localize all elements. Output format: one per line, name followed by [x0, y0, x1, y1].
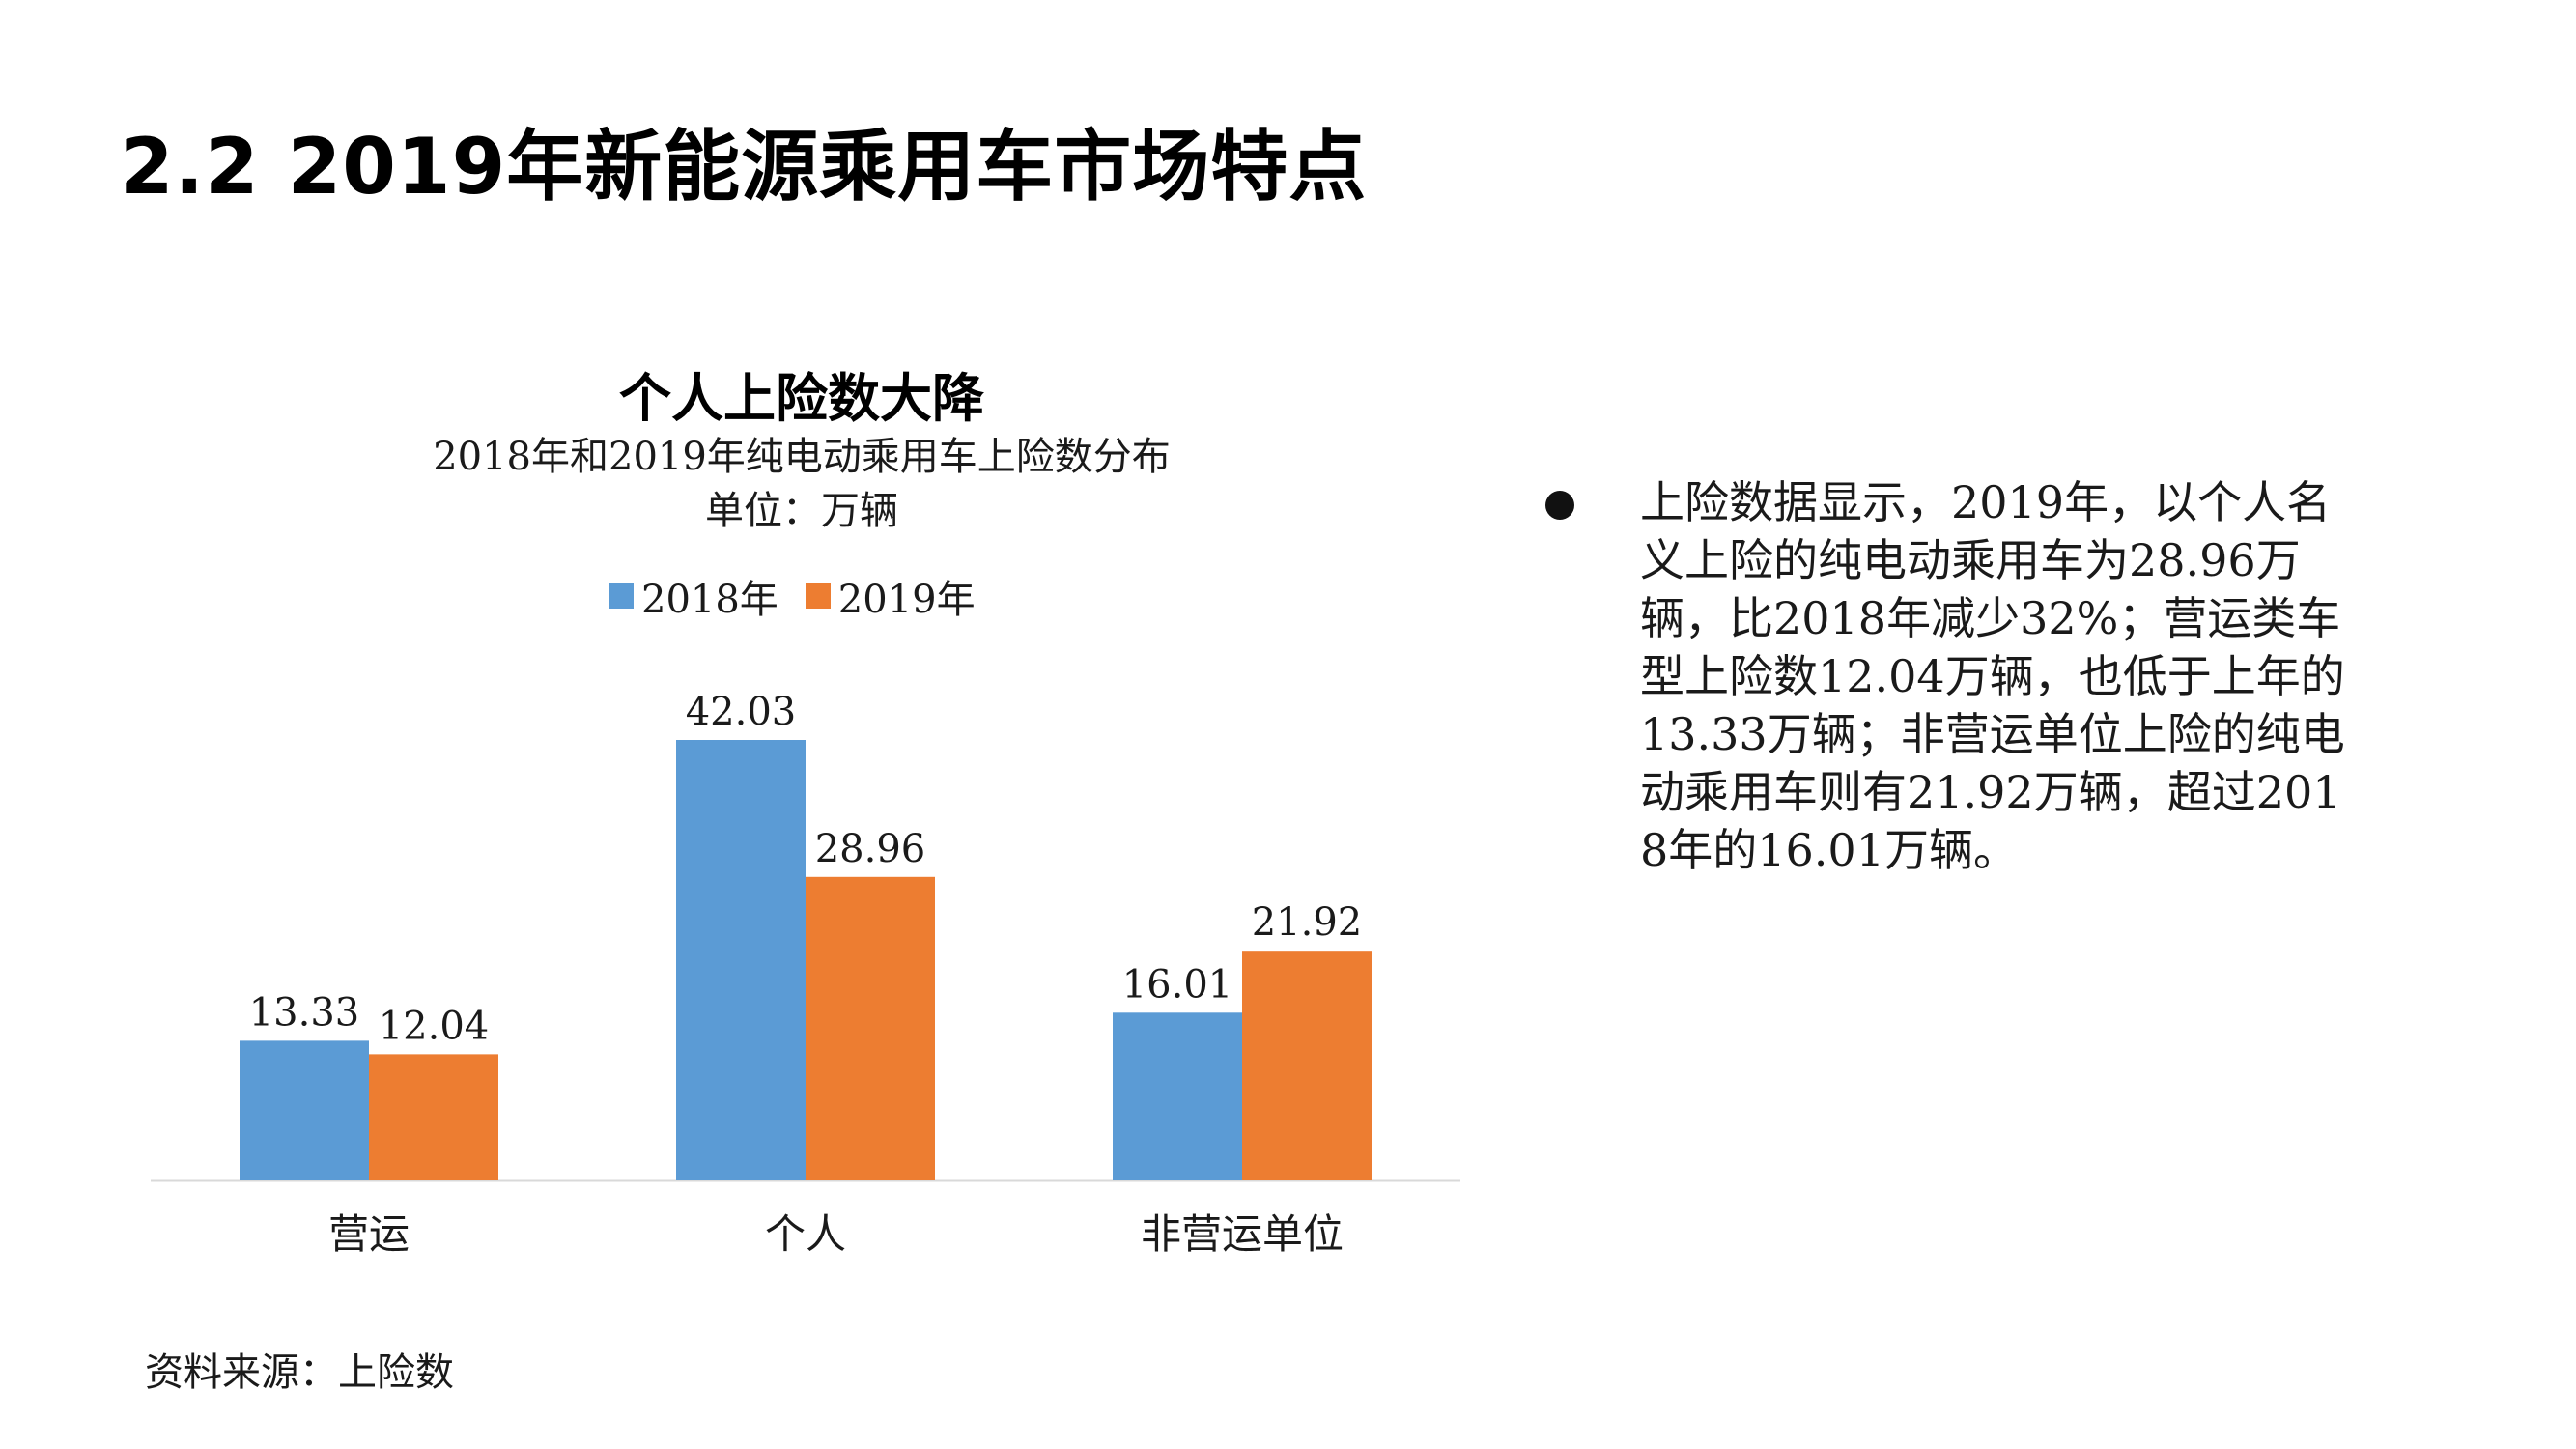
legend-item-2018: 2018年 — [609, 568, 778, 624]
legend-swatch-2019 — [805, 583, 831, 609]
data-label-1-0: 42.03 — [686, 690, 797, 734]
chart-subtitle: 2018年和2019年纯电动乘用车上险数分布 — [433, 435, 1171, 479]
category-label-2: 非营运单位 — [1141, 1210, 1344, 1258]
bar-chart: 13.33 12.04 营运 42.03 28.96 个人 16.01 21.92 非营运单位 — [151, 690, 1460, 1258]
slide-title: 2.2 2019年新能源乘用车市场特点 — [120, 122, 1368, 212]
chart-unit: 单位：万辆 — [705, 489, 898, 533]
source-note: 资料来源：上险数 — [145, 1350, 454, 1395]
data-label-0-0: 13.33 — [249, 990, 360, 1035]
bar-0-0 — [240, 1040, 369, 1180]
bar-1-1 — [806, 876, 935, 1180]
bar-0-1 — [369, 1054, 498, 1180]
legend-label-2018: 2018年 — [641, 578, 778, 622]
data-label-2-1: 21.92 — [1252, 900, 1363, 945]
chart-title: 个人上险数大降 — [619, 368, 984, 429]
data-label-2-0: 16.01 — [1122, 962, 1233, 1007]
category-label-0: 营运 — [328, 1210, 410, 1258]
data-label-1-1: 28.96 — [815, 827, 926, 871]
legend-label-2019: 2019年 — [837, 578, 976, 622]
bar-2-1 — [1242, 951, 1372, 1180]
bullet-dot — [1545, 491, 1574, 520]
bar-2-0 — [1113, 1012, 1242, 1180]
legend-swatch-2018 — [609, 583, 634, 609]
legend-item-2019: 2019年 — [805, 568, 976, 624]
bullet-text: 上险数据显示，2019年，以个人名义上险的纯电动乘用车为28.96万辆，比201… — [1640, 476, 2345, 876]
data-label-0-1: 12.04 — [379, 1004, 490, 1048]
chart-legend: 2018年 2019年 — [609, 568, 1003, 624]
bar-1-0 — [676, 740, 806, 1180]
category-label-1: 个人 — [765, 1210, 846, 1258]
